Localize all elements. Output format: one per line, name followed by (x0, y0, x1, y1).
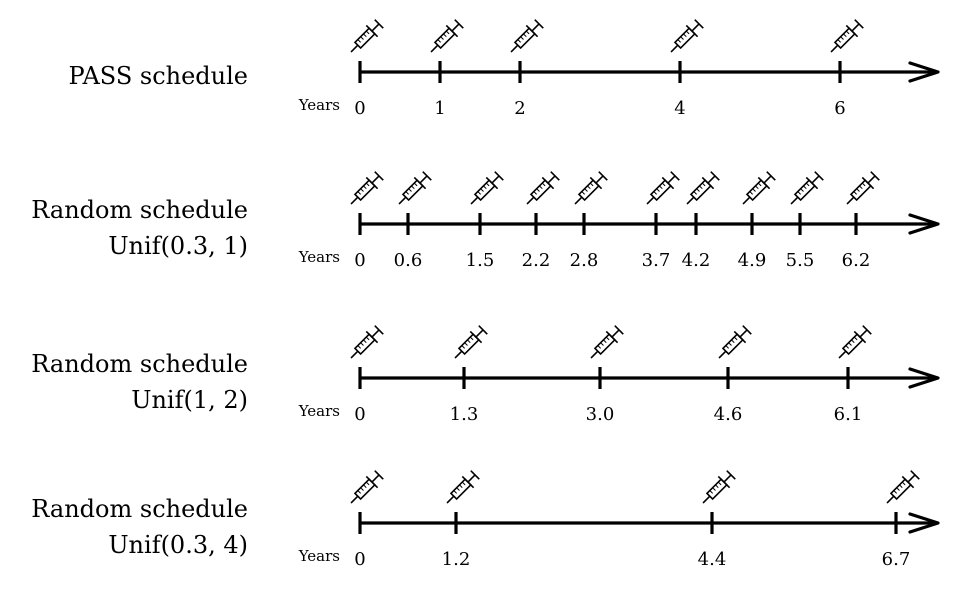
syringe-icon (424, 17, 466, 59)
syringe-icon (736, 169, 778, 211)
schedule-row: Random schedule Unif(0.3, 1) Years 0 0.6 1.5 2… (31, 169, 940, 271)
visit-time-label: 1.5 (466, 250, 495, 271)
syringe-icon (520, 169, 562, 211)
schedule-row: Random schedule Unif(0.3, 4) Years 0 1.2 4.4 6… (31, 468, 940, 570)
visit-time-label: 1.3 (450, 404, 479, 425)
visit-time-label: 0.6 (394, 250, 423, 271)
visit-time-label: 3.0 (586, 404, 615, 425)
syringe-icon (712, 323, 754, 365)
syringe-icon (824, 17, 866, 59)
visit-time-label: 4.6 (714, 404, 743, 425)
syringe-icon (696, 468, 738, 510)
syringe-icon (344, 323, 386, 365)
syringe-icon (840, 169, 882, 211)
years-unit-label: Years (298, 248, 340, 266)
syringe-icon (344, 468, 386, 510)
visit-time-label: 0 (354, 549, 365, 570)
syringe-icon (832, 323, 874, 365)
visit-time-label: 3.7 (642, 250, 671, 271)
visit-time-label: 6.1 (834, 404, 863, 425)
visit-time-label: 1 (434, 98, 445, 119)
schedule-distribution: Unif(1, 2) (131, 386, 248, 414)
visit-time-label: 4.9 (738, 250, 767, 271)
visit-time-label: 6.7 (882, 549, 911, 570)
axis-arrowhead (908, 512, 940, 534)
visit-time-label: 6.2 (842, 250, 871, 271)
visit-time-label: 0 (354, 250, 365, 271)
visit-time-label: 6 (834, 98, 845, 119)
syringe-icon (664, 17, 706, 59)
syringe-icon (880, 468, 922, 510)
axis-arrowhead (908, 213, 940, 235)
schedule-title: Random schedule (31, 350, 248, 378)
years-unit-label: Years (298, 96, 340, 114)
years-unit-label: Years (298, 402, 340, 420)
visit-time-label: 0 (354, 98, 365, 119)
visit-time-label: 1.2 (442, 549, 471, 570)
visit-time-label: 4.4 (698, 549, 727, 570)
schedule-distribution: Unif(0.3, 4) (108, 531, 248, 559)
visit-time-label: 5.5 (786, 250, 815, 271)
schedule-rows: PASS schedule Years 0 1 2 4 6 Random schedule Un… (31, 17, 940, 570)
years-unit-label: Years (298, 547, 340, 565)
syringe-icon (504, 17, 546, 59)
schedule-title: Random schedule (31, 196, 248, 224)
syringe-icon (344, 169, 386, 211)
syringe-icon (448, 323, 490, 365)
axis-arrowhead (908, 61, 940, 83)
syringe-icon (680, 169, 722, 211)
visit-time-label: 4 (674, 98, 685, 119)
visit-time-label: 2 (514, 98, 525, 119)
syringe-icon (568, 169, 610, 211)
visit-time-label: 2.2 (522, 250, 551, 271)
axis-arrowhead (908, 367, 940, 389)
schedule-title: Random schedule (31, 495, 248, 523)
syringe-icon (440, 468, 482, 510)
syringe-icon (640, 169, 682, 211)
syringe-icon (344, 17, 386, 59)
visit-time-label: 2.8 (570, 250, 599, 271)
schedule-distribution: Unif(0.3, 1) (108, 232, 248, 260)
visit-time-label: 0 (354, 404, 365, 425)
syringe-icon (464, 169, 506, 211)
syringe-icon (584, 323, 626, 365)
schedule-row: Random schedule Unif(1, 2) Years 0 1.3 3.0 4.6… (31, 323, 940, 425)
syringe-icon (784, 169, 826, 211)
schedule-title: PASS schedule (69, 62, 248, 90)
visit-time-label: 4.2 (682, 250, 711, 271)
syringe-icon (392, 169, 434, 211)
schedule-row: PASS schedule Years 0 1 2 4 6 (69, 17, 940, 119)
